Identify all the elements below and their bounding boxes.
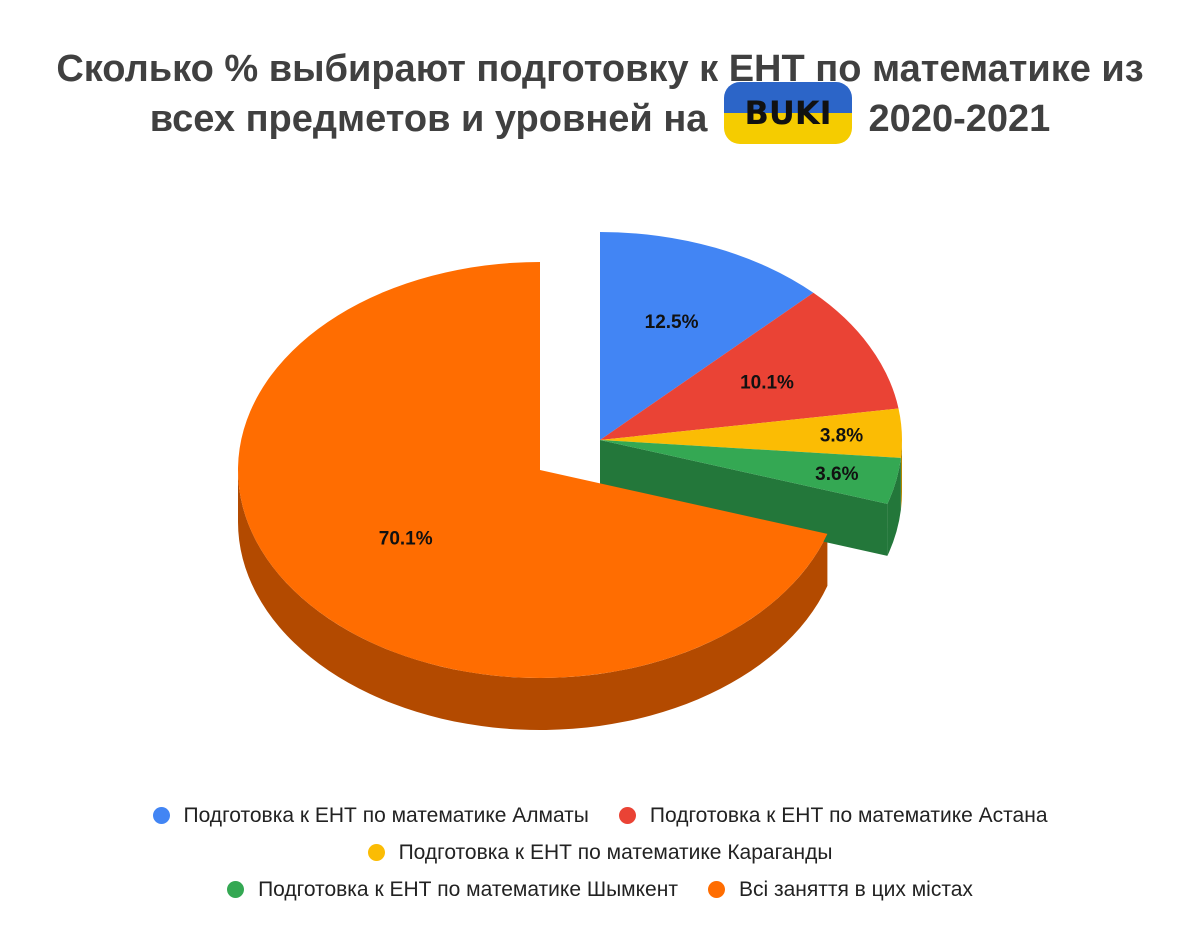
pie-side-karaganda <box>900 440 902 510</box>
legend-label-all-classes: Всі заняття в цих містах <box>738 877 973 901</box>
legend-label-shymkent: Подготовка к ЕНТ по математике Шымкент <box>258 877 678 901</box>
data-label-astana: 10.1% <box>740 373 794 394</box>
legend-row: Подготовка к ЕНТ по математике Алматы По… <box>0 797 1200 834</box>
chart-title-years: 2020-2021 <box>868 98 1051 140</box>
legend-item-all-classes: Всі заняття в цих містах <box>707 877 973 902</box>
legend-item-karaganda: Подготовка к ЕНТ по математике Караганды <box>367 840 833 865</box>
legend-item-shymkent: Подготовка к ЕНТ по математике Шымкент <box>227 878 678 902</box>
buki-logo: BUKI <box>723 81 852 144</box>
pie-side-shymkent <box>887 457 901 556</box>
pie-slice-astana <box>600 292 899 440</box>
legend-row: Подготовка к ЕНТ по математике Шымкент В… <box>0 871 1200 908</box>
legend-label-karaganda: Подготовка к ЕНТ по математике Караганды <box>398 840 833 864</box>
data-label-all-classes: 70.1% <box>379 528 433 549</box>
pie-slice-shymkent <box>600 440 901 504</box>
data-label-karaganda: 3.8% <box>820 426 863 447</box>
pie-chart: 12.5% 10.1% 3.8% 3.6% 70.1% <box>238 232 902 730</box>
chart-title-line-2: всех предметов и уровней на BUKI 2020-20… <box>0 81 1200 144</box>
chart-title: Сколько % выбирают подготовку к ЕНТ по м… <box>0 44 1200 144</box>
legend-marker-astana <box>618 807 636 824</box>
pie-cut-wall-shymkent <box>600 440 888 556</box>
legend-row: Подготовка к ЕНТ по математике Караганды <box>0 834 1200 871</box>
data-label-shymkent: 3.6% <box>815 464 858 485</box>
legend-item-almaty: Подготовка к ЕНТ по математике Алматы <box>152 803 589 828</box>
buki-logo-text: BUKI <box>744 93 832 132</box>
legend-label-astana: Подготовка к ЕНТ по математике Астана <box>649 803 1048 827</box>
chart-title-line-2-text: всех предметов и уровней на <box>149 98 708 140</box>
pie-slice-karaganda <box>600 408 902 458</box>
legend-item-astana: Подготовка к ЕНТ по математике Астана <box>618 803 1048 828</box>
pie-slice-almaty <box>600 232 814 440</box>
pie-slice-all-classes <box>238 262 828 679</box>
legend-marker-shymkent <box>227 881 245 898</box>
chart-title-line-1: Сколько % выбирают подготовку к ЕНТ по м… <box>56 48 1144 90</box>
legend-marker-karaganda <box>367 844 385 861</box>
data-label-almaty: 12.5% <box>645 312 699 333</box>
legend-label-almaty: Подготовка к ЕНТ по математике Алматы <box>183 803 589 827</box>
legend-marker-all-classes <box>707 881 725 898</box>
legend-marker-almaty <box>152 807 170 824</box>
pie-side-all-classes <box>238 470 828 730</box>
chart-legend: Подготовка к ЕНТ по математике Алматы По… <box>0 797 1200 908</box>
